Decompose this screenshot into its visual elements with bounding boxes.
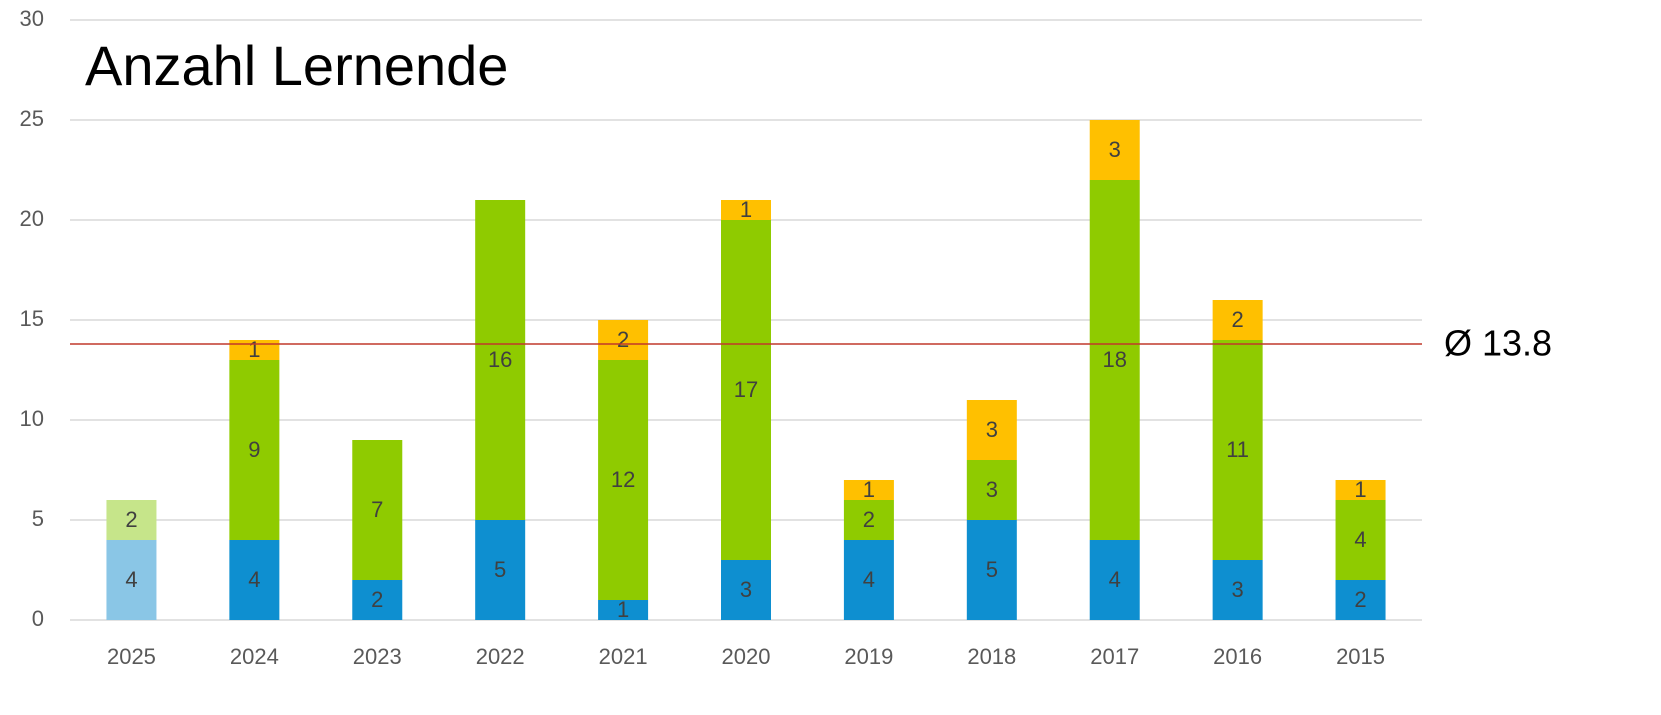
bar-segment [1212,560,1263,620]
bar-segment [1335,580,1386,620]
data-label: 5 [986,557,998,582]
data-label: 3 [1109,137,1121,162]
bar-segment [1212,300,1263,340]
bar-segment [1089,120,1140,180]
data-label: 2 [125,507,137,532]
data-label: 5 [494,557,506,582]
data-label: 4 [248,567,260,592]
data-label: 1 [1354,477,1366,502]
data-label: 17 [734,377,758,402]
data-label: 2 [1232,307,1244,332]
bar-segment [721,560,771,620]
data-label: 1 [617,597,629,622]
data-label: 2 [1354,587,1366,612]
y-tick-label: 10 [20,406,44,431]
bar-segment [598,320,649,360]
data-label: 16 [488,347,512,372]
bar-segment [475,200,526,520]
data-label: 3 [986,477,998,502]
data-label: 4 [125,567,137,592]
data-label: 11 [1226,437,1249,462]
x-tick-label: 2016 [1213,644,1262,669]
x-tick-label: 2020 [722,644,771,669]
bar-segment [598,600,649,620]
bar-segment [229,360,280,540]
bar-segment [352,580,403,620]
average-label: Ø 13.8 [1444,323,1552,364]
data-label: 2 [617,327,629,352]
x-tick-label: 2015 [1336,644,1385,669]
bar-segment [966,460,1017,520]
x-tick-label: 2017 [1090,644,1139,669]
y-tick-label: 5 [32,506,44,531]
bar-segment [1335,480,1386,500]
bar-segment [721,220,771,560]
data-label: 1 [740,197,752,222]
x-tick-label: 2022 [476,644,525,669]
bar-segment [229,540,280,620]
data-label: 1 [248,337,260,362]
data-label: 4 [1109,567,1121,592]
data-label: 18 [1102,347,1126,372]
data-label: 2 [371,587,383,612]
bar-segment [229,340,280,360]
bar-segment [843,500,894,540]
data-label: 3 [986,417,998,442]
bar-segment [966,520,1017,620]
bar-segment [106,500,157,540]
x-tick-label: 2019 [844,644,893,669]
data-label: 9 [248,437,260,462]
bar-segment [1089,180,1140,540]
x-tick-label: 2023 [353,644,402,669]
bar-segment [843,480,894,500]
x-tick-label: 2021 [599,644,648,669]
data-label: 12 [611,467,635,492]
x-tick-label: 2024 [230,644,279,669]
bar-segment [721,200,771,220]
data-label: 4 [863,567,875,592]
data-label: 3 [740,577,752,602]
data-label: 2 [863,507,875,532]
data-label: 7 [371,497,383,522]
data-label: 1 [863,477,875,502]
data-label: 3 [1232,577,1244,602]
y-tick-label: 20 [20,206,44,231]
y-tick-label: 25 [20,106,44,131]
x-tick-label: 2025 [107,644,156,669]
y-tick-label: 0 [32,606,44,631]
bar-segment [966,400,1017,460]
bar-segment [1335,500,1386,580]
bar-segment [843,540,894,620]
bar-segment [352,440,403,580]
y-tick-label: 15 [20,306,44,331]
y-tick-label: 30 [20,6,44,31]
bar-segment [475,520,526,620]
bar-segment [106,540,157,620]
bar-segment [1212,340,1263,560]
chart-title: Anzahl Lernende [85,34,508,97]
x-tick-label: 2018 [967,644,1016,669]
bar-segment [1089,540,1140,620]
bar-segment [598,360,649,600]
data-label: 4 [1354,527,1366,552]
